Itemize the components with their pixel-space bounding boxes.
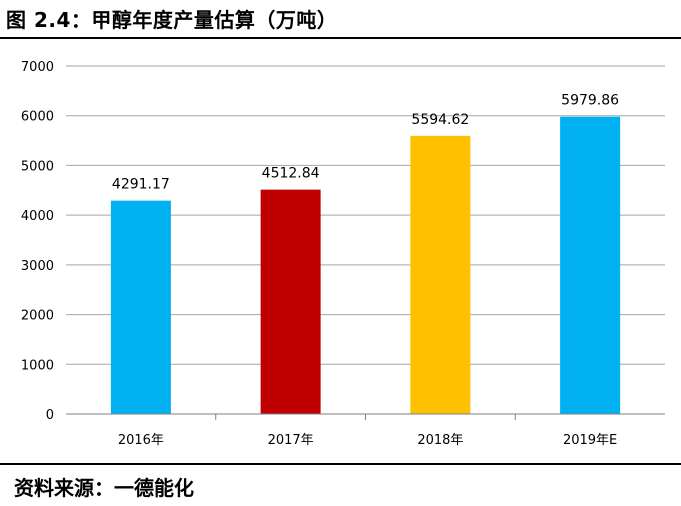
- y-tick-label: 4000: [21, 209, 54, 224]
- data-label: 4512.84: [262, 166, 320, 182]
- y-tick-label: 3000: [21, 259, 54, 274]
- source-note: 资料来源：一德能化: [14, 476, 194, 500]
- y-tick-label: 6000: [21, 110, 54, 125]
- figure-title: 图 2.4：甲醇年度产量估算（万吨）: [6, 8, 338, 32]
- y-tick-label: 1000: [21, 358, 54, 373]
- x-tick-label: 2019年E: [563, 433, 617, 448]
- bar-2017年: [260, 189, 321, 414]
- data-label: 5594.62: [411, 112, 469, 128]
- y-tick-label: 2000: [21, 309, 54, 324]
- x-tick-label: 2018年: [417, 433, 463, 448]
- y-tick-label: 5000: [21, 159, 54, 174]
- y-tick-label: 7000: [21, 60, 54, 75]
- bar-chart: 0 1000 2000 3000 4000 5000 6000 7000 4291.17 451…: [21, 60, 665, 448]
- x-axis-ticks: 2016年 2017年 2018年 2019年E: [118, 414, 617, 448]
- top-rule: [0, 37, 681, 39]
- x-tick-label: 2016年: [118, 433, 164, 448]
- data-labels: 4291.17 4512.84 5594.62 5979.86: [112, 93, 619, 193]
- bar-2019年E: [560, 116, 621, 415]
- x-tick-label: 2017年: [268, 433, 314, 448]
- y-axis-ticks: 0 1000 2000 3000 4000 5000 6000 7000: [21, 60, 54, 423]
- data-label: 5979.86: [561, 93, 619, 109]
- data-label: 4291.17: [112, 177, 170, 193]
- bottom-rule: [0, 463, 681, 465]
- bar-2016年: [110, 200, 171, 414]
- bar-2018年: [410, 135, 471, 414]
- y-tick-label: 0: [46, 408, 54, 423]
- bars: [110, 116, 621, 415]
